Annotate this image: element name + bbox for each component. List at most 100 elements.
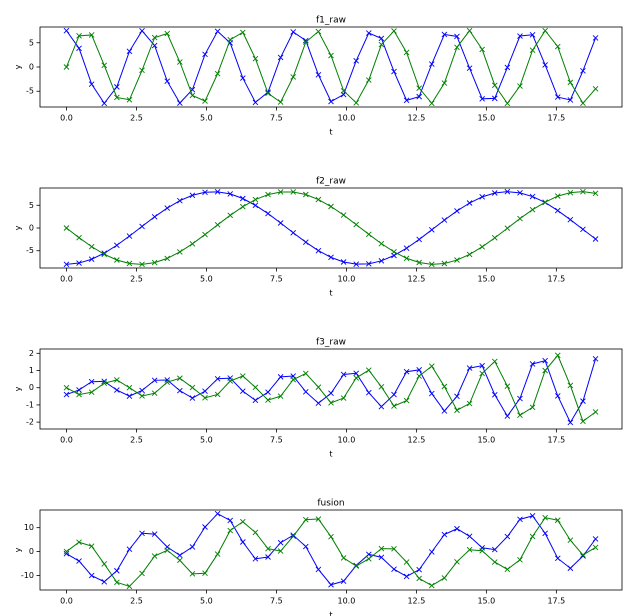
marker bbox=[529, 206, 536, 213]
marker bbox=[365, 556, 372, 562]
marker bbox=[151, 390, 158, 397]
subplot-title: f3_raw bbox=[316, 338, 346, 348]
marker bbox=[139, 261, 145, 268]
marker bbox=[504, 100, 511, 107]
marker bbox=[416, 366, 423, 373]
marker bbox=[441, 575, 448, 581]
marker bbox=[302, 239, 309, 246]
series-line bbox=[66, 29, 597, 105]
marker bbox=[239, 518, 246, 525]
marker bbox=[479, 95, 485, 102]
marker bbox=[517, 215, 523, 222]
marker bbox=[353, 375, 360, 381]
marker bbox=[504, 225, 511, 232]
marker bbox=[592, 35, 599, 41]
marker bbox=[63, 261, 70, 268]
marker bbox=[542, 514, 548, 521]
x-tick-label: 0.0 bbox=[60, 114, 73, 123]
y-tick-label: 0 bbox=[29, 547, 34, 556]
marker bbox=[76, 558, 82, 564]
marker bbox=[403, 255, 410, 262]
marker bbox=[76, 234, 82, 241]
marker bbox=[88, 378, 95, 385]
x-axis-label: t bbox=[329, 289, 332, 298]
marker bbox=[491, 235, 498, 241]
marker bbox=[403, 368, 410, 375]
marker bbox=[302, 389, 309, 395]
marker bbox=[491, 82, 498, 89]
marker bbox=[227, 212, 234, 219]
marker bbox=[328, 581, 334, 588]
marker bbox=[592, 536, 599, 542]
marker bbox=[340, 87, 347, 94]
marker bbox=[491, 95, 498, 102]
marker bbox=[76, 391, 82, 398]
x-tick-label: 12.5 bbox=[407, 597, 425, 606]
subplot-title: f1_raw bbox=[316, 16, 346, 26]
marker bbox=[214, 188, 221, 195]
marker bbox=[277, 393, 284, 399]
marker bbox=[151, 553, 158, 559]
marker bbox=[239, 373, 246, 379]
marker bbox=[454, 208, 460, 214]
marker bbox=[517, 83, 523, 89]
marker bbox=[454, 44, 460, 51]
y-tick-label: 5 bbox=[29, 201, 34, 210]
marker bbox=[529, 47, 536, 53]
marker bbox=[416, 373, 423, 379]
marker bbox=[114, 257, 120, 263]
marker bbox=[353, 100, 360, 106]
marker bbox=[391, 546, 397, 552]
marker bbox=[391, 68, 397, 75]
marker bbox=[151, 259, 158, 266]
marker bbox=[580, 552, 586, 558]
marker bbox=[265, 210, 271, 217]
marker bbox=[378, 554, 385, 561]
x-tick-label: 0.0 bbox=[60, 436, 73, 445]
marker bbox=[88, 572, 95, 579]
y-tick-label: -2 bbox=[26, 418, 34, 427]
x-tick-label: 12.5 bbox=[407, 436, 425, 445]
marker bbox=[580, 418, 586, 425]
marker bbox=[189, 192, 196, 199]
marker bbox=[428, 261, 435, 268]
marker bbox=[88, 81, 95, 88]
marker bbox=[428, 363, 435, 370]
marker bbox=[114, 242, 120, 249]
marker bbox=[517, 556, 523, 563]
y-tick-label: -5 bbox=[26, 246, 34, 255]
marker bbox=[517, 516, 523, 523]
marker bbox=[554, 207, 561, 214]
marker bbox=[479, 547, 485, 554]
x-tick-label: 5.0 bbox=[200, 275, 213, 284]
subplot-title: f2_raw bbox=[316, 177, 346, 187]
marker bbox=[139, 570, 145, 577]
marker bbox=[554, 393, 561, 399]
marker bbox=[542, 62, 548, 68]
marker bbox=[63, 27, 70, 34]
marker bbox=[189, 240, 196, 247]
marker bbox=[403, 245, 410, 252]
marker bbox=[177, 249, 183, 255]
subplot: fusion t y 0.0 2.5 5.0 7.5 10.0 12.5 15.0 17.5 -10 0… bbox=[14, 499, 623, 616]
marker bbox=[428, 226, 435, 233]
marker bbox=[302, 516, 309, 523]
marker bbox=[365, 389, 372, 396]
marker bbox=[151, 531, 158, 537]
marker bbox=[517, 33, 523, 39]
marker bbox=[189, 395, 196, 401]
x-tick-label: 2.5 bbox=[130, 597, 143, 606]
marker bbox=[592, 190, 599, 197]
marker bbox=[441, 383, 448, 390]
marker bbox=[542, 199, 548, 205]
x-tick-label: 12.5 bbox=[407, 275, 425, 284]
marker bbox=[88, 243, 95, 250]
marker bbox=[416, 259, 423, 266]
y-axis-label: y bbox=[14, 547, 23, 552]
marker bbox=[126, 260, 133, 267]
marker bbox=[504, 413, 511, 419]
